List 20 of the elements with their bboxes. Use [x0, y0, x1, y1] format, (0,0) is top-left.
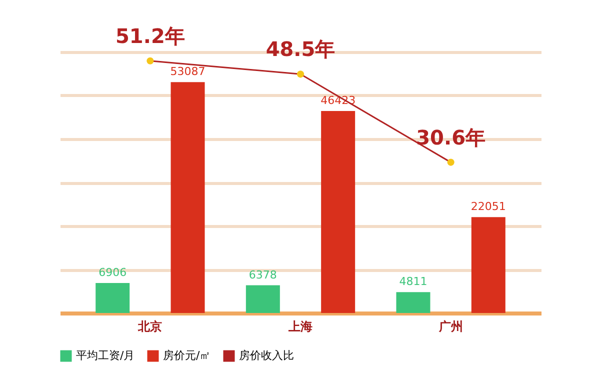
- bar: [321, 111, 356, 313]
- data-label: 51.2年: [116, 24, 185, 48]
- x-tick-label: 上海: [288, 320, 312, 334]
- legend-label: 平均工资/月: [76, 349, 135, 362]
- x-tick-label: 广州: [438, 320, 463, 334]
- data-label: 22051: [470, 200, 506, 214]
- bar: [396, 292, 430, 313]
- bar: [170, 82, 205, 313]
- legend-label: 房价收入比: [239, 349, 294, 362]
- bar: [471, 217, 506, 313]
- bar: [96, 282, 130, 313]
- data-label: 6906: [98, 266, 127, 279]
- data-label: 30.6年: [416, 125, 486, 150]
- bar: [246, 285, 280, 313]
- data-label: 6378: [248, 268, 277, 282]
- data-label: 48.5年: [266, 37, 336, 62]
- data-label: 4811: [399, 275, 428, 288]
- data-label: 53087: [170, 65, 206, 78]
- x-tick-label: 北京: [137, 320, 162, 334]
- legend-label: 房价元/㎡: [163, 349, 211, 362]
